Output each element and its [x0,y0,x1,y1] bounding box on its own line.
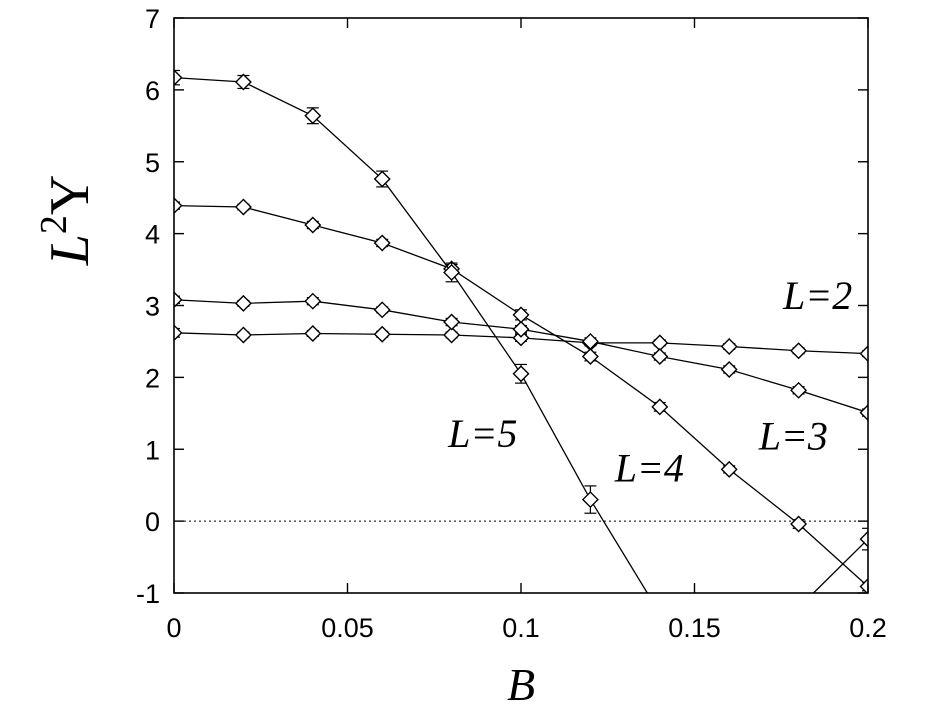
y-tick-label-2: 1 [145,435,160,465]
data-point-l-4-3 [373,234,391,252]
data-point-l-4-0 [174,197,183,215]
data-point-l-3-0 [174,291,183,309]
data-point-l-3-5 [512,320,530,338]
series-l-2 [174,324,868,363]
data-point-l-2-5 [512,329,530,347]
data-point-l-2-3 [373,325,391,343]
y-tick-label-6: 5 [145,148,160,178]
y-tick-label-4: 3 [145,292,160,322]
error-bar-l-5-0 [174,69,180,86]
series-label-l-2: L=2 [782,273,852,318]
data-point-l-4-7 [651,398,669,416]
series-l-3 [174,291,868,422]
data-point-l-4-2 [304,216,322,234]
series-l-5 [174,69,648,593]
data-point-l-5-2 [304,107,322,125]
data-point-l-3-9 [790,381,808,399]
series-line-l-4 [174,204,868,588]
plot-frame-group [173,17,869,594]
data-point-l-2-2 [304,325,322,343]
data-point-l-3-1 [234,294,252,312]
y-tick-label-3: 2 [145,363,160,393]
data-point-l-4-10 [859,578,868,593]
y-axis-title-base: L [39,234,101,266]
y-axis-title: L2Y [33,175,101,267]
x-tick-label-4: 0.2 [849,613,887,643]
series-line-l-5 [174,77,648,593]
data-point-l-3-3 [373,301,391,319]
data-point-l-2-9 [790,342,808,360]
data-point-l-4-8 [720,460,738,478]
data-point-l-5-1 [234,73,252,91]
data-point-l-3-8 [720,360,738,378]
series-label-l-5: L=5 [447,411,517,456]
data-point-l-2-0 [174,324,183,342]
data-point-l-4-9 [790,515,808,533]
y-tick-label-0: -1 [136,579,160,609]
data-point-extra [859,530,868,548]
y-axis-title-tail: Y [39,175,101,215]
plot-frame [173,17,869,594]
series-group [174,69,868,593]
data-point-l-3-4 [443,313,461,331]
series-line-extra [813,538,868,593]
data-point-l-2-1 [234,326,252,344]
x-tick-label-3: 0.15 [668,613,721,643]
data-point-l-2-4 [443,326,461,344]
y-tick-label-5: 4 [145,220,160,250]
data-point-l-3-10 [859,404,868,422]
x-tick-label-2: 0.1 [502,613,540,643]
data-point-l-5-3 [373,170,391,188]
data-point-l-3-6 [581,332,599,350]
data-point-l-4-6 [581,348,599,366]
data-point-l-5-4 [443,263,461,281]
data-point-l-5-6 [581,491,599,509]
axis-ticks-group [173,17,869,594]
data-point-l-3-7 [651,348,669,366]
data-point-l-5-5 [512,365,530,383]
series-label-l-3: L=3 [758,413,828,458]
data-point-l-4-1 [234,198,252,216]
x-tick-label-1: 0.05 [321,613,374,643]
data-point-l-2-8 [720,337,738,355]
x-tick-label-0: 0 [166,613,181,643]
data-point-l-2-10 [859,345,868,363]
data-point-l-5-0 [174,69,183,87]
text-group: 0 0.05 0.1 0.15 0.2-101234567BL2YL=2L=3L=4L=… [33,4,887,710]
y-tick-label-7: 6 [145,76,160,106]
data-point-l-4-5 [512,306,530,324]
series-label-l-4: L=4 [614,446,684,491]
y-tick-label-8: 7 [145,4,160,34]
y-tick-label-1: 0 [145,507,160,537]
series-l-4 [174,197,868,593]
x-axis-title: B [507,659,535,710]
y-axis-title-sup: 2 [33,215,75,234]
error-bar-extra [862,527,868,551]
data-point-l-3-2 [304,292,322,310]
series-extra [813,527,868,593]
